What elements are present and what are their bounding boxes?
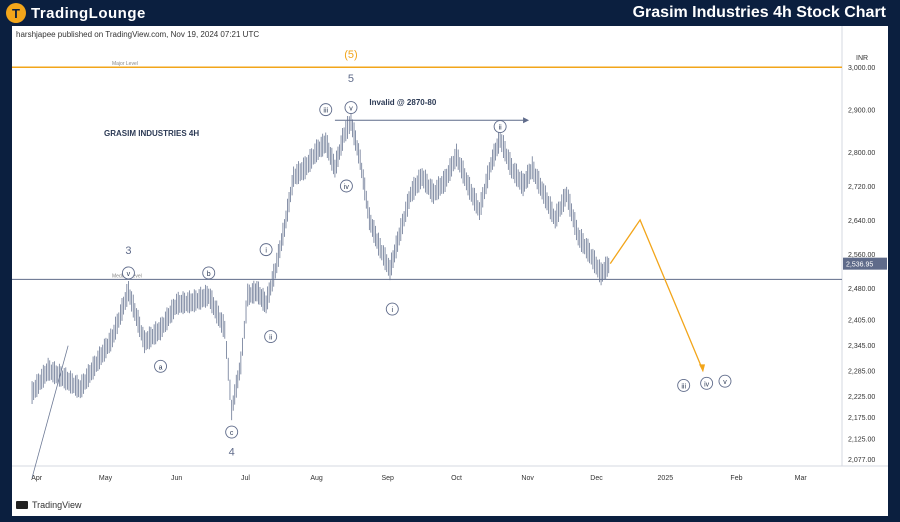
x-tick-label: Oct bbox=[451, 475, 462, 482]
wave-label: v bbox=[349, 106, 353, 113]
x-tick-label: Nov bbox=[521, 475, 534, 482]
last-price-badge bbox=[843, 257, 887, 270]
x-tick-label: Mar bbox=[795, 475, 808, 482]
wave-label-circle bbox=[259, 243, 273, 257]
wave-label-circle bbox=[339, 179, 353, 193]
wave-label: 5 bbox=[348, 73, 354, 85]
trendline bbox=[31, 345, 69, 478]
wave-label: i bbox=[392, 307, 394, 314]
y-tick-label: 2,480.00 bbox=[848, 286, 875, 293]
x-tick-label: Feb bbox=[730, 475, 742, 482]
wave-label: 4 bbox=[229, 446, 235, 458]
y-tick-label: 2,125.00 bbox=[848, 436, 875, 443]
x-tick-label: Dec bbox=[590, 475, 603, 482]
wave-label: a bbox=[159, 364, 163, 371]
x-tick-label: Jul bbox=[241, 475, 250, 482]
last-price-label: 2,536.95 bbox=[846, 262, 873, 269]
wave-label-circle bbox=[264, 330, 278, 344]
y-tick-label: 2,345.00 bbox=[848, 343, 875, 350]
y-tick-label: 2,225.00 bbox=[848, 394, 875, 401]
wave-label: iv bbox=[704, 381, 710, 388]
page-title: Grasim Industries 4h Stock Chart bbox=[632, 4, 886, 21]
y-tick-label: 2,175.00 bbox=[848, 415, 875, 422]
y-tick-label: 2,405.00 bbox=[848, 318, 875, 325]
wave-label-circle bbox=[344, 101, 358, 114]
x-tick-label: Aug bbox=[310, 475, 323, 482]
y-tick-label: 2,077.00 bbox=[848, 457, 875, 464]
wave-label: b bbox=[207, 271, 211, 278]
x-tick-label: Apr bbox=[31, 475, 43, 482]
header-bar: T TradingLounge Grasim Industries 4h Sto… bbox=[0, 0, 900, 26]
x-tick-label: May bbox=[99, 475, 113, 482]
wave-label-circle bbox=[718, 374, 732, 388]
y-tick-label: 2,560.00 bbox=[848, 252, 875, 259]
invalidation-arrow-head bbox=[523, 117, 530, 124]
y-tick-label: 2,640.00 bbox=[848, 218, 875, 225]
wave-label: 3 bbox=[125, 245, 131, 257]
wave-label: ii bbox=[269, 335, 273, 342]
wave-label: ii bbox=[499, 125, 503, 132]
y-tick-label: 2,720.00 bbox=[848, 184, 875, 191]
level-label: Major Level bbox=[112, 61, 138, 67]
wave-label-circle bbox=[319, 103, 333, 117]
projection-arrow-head bbox=[699, 364, 706, 373]
wave-label: (5) bbox=[344, 49, 357, 61]
chart-panel: harshjapee published on TradingView.com,… bbox=[12, 26, 888, 516]
y-tick-label: 2,285.00 bbox=[848, 369, 875, 376]
price-chart[interactable]: INR 3,000.00 2,900.00 2,800.00 2,720.00 2,640… bbox=[12, 26, 888, 516]
y-tick-label: 3,000.00 bbox=[848, 65, 875, 72]
wave-label: v bbox=[127, 271, 131, 278]
wave-label-circle bbox=[121, 266, 135, 280]
x-tick-label: Jun bbox=[171, 475, 182, 482]
y-tick-label: 2,800.00 bbox=[848, 150, 875, 157]
tradingview-label: TradingView bbox=[32, 500, 82, 510]
tradingview-logo: TradingView bbox=[16, 500, 82, 510]
x-tick-label: 2025 bbox=[658, 475, 674, 482]
wave-label: c bbox=[230, 430, 234, 437]
wave-label-circle bbox=[700, 376, 714, 390]
wave-label-circle bbox=[225, 425, 239, 439]
projection-path bbox=[609, 218, 703, 369]
wave-label: i bbox=[265, 248, 267, 255]
wave-label: iii bbox=[681, 383, 686, 390]
tradingview-icon bbox=[16, 501, 28, 509]
wave-label-circle bbox=[677, 378, 691, 392]
y-tick-label: 2,900.00 bbox=[848, 108, 875, 115]
brand-name: TradingLounge bbox=[31, 4, 146, 22]
wave-label: iii bbox=[323, 108, 328, 115]
wave-label-circle bbox=[493, 120, 507, 134]
wave-label-circle bbox=[154, 359, 168, 373]
chart-title: GRASIM INDUSTRIES 4H bbox=[104, 129, 199, 138]
brand-logo-icon: T bbox=[6, 3, 26, 23]
x-tick-label: Sep bbox=[381, 475, 394, 482]
currency-label: INR bbox=[856, 55, 868, 62]
publish-note: harshjapee published on TradingView.com,… bbox=[16, 30, 260, 39]
wave-label: iv bbox=[344, 184, 350, 191]
wave-label: v bbox=[723, 379, 727, 386]
wave-label-circle bbox=[202, 266, 216, 280]
brand-logo: T TradingLounge bbox=[6, 2, 146, 24]
wave-label-circle bbox=[385, 302, 399, 316]
invalidation-label: Invalid @ 2870-80 bbox=[369, 98, 436, 107]
